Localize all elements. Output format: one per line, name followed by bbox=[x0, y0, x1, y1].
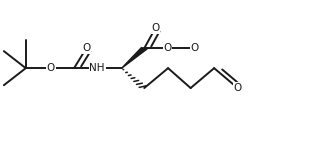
Polygon shape bbox=[122, 48, 147, 68]
Text: O: O bbox=[191, 43, 199, 53]
Text: NH: NH bbox=[90, 63, 105, 73]
Text: O: O bbox=[82, 43, 90, 53]
Text: O: O bbox=[233, 83, 242, 93]
Text: O: O bbox=[163, 43, 172, 53]
Text: O: O bbox=[47, 63, 55, 73]
Text: O: O bbox=[151, 23, 159, 33]
